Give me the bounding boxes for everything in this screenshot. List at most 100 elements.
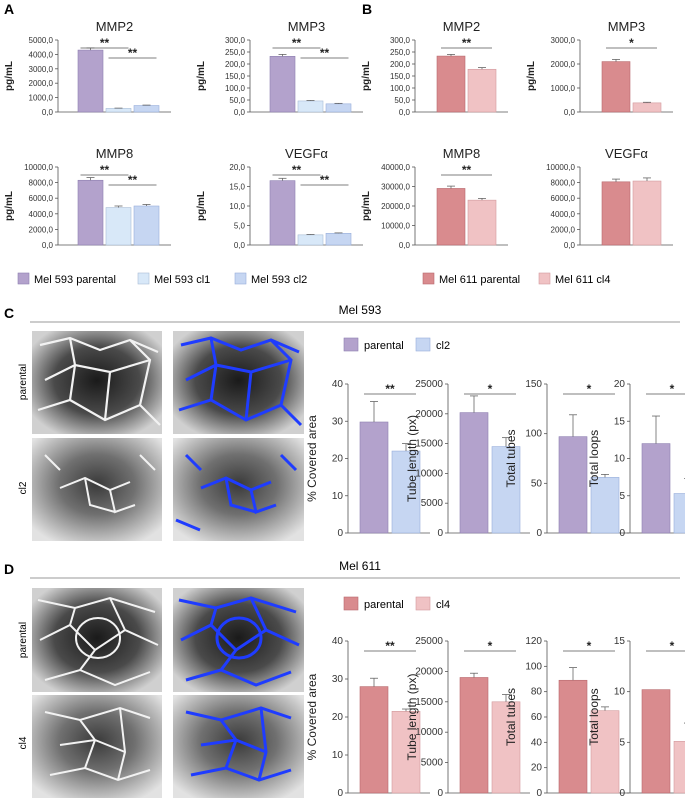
- y-tick-label: 20000: [415, 666, 443, 677]
- y-tick-label: 40: [332, 636, 344, 647]
- y-tick-label: 0: [337, 788, 343, 799]
- chart-title: MMP3: [288, 19, 326, 34]
- y-tick-label: 120: [525, 636, 542, 647]
- y-axis-label: pg/mL: [196, 191, 207, 221]
- y-tick-label: 25000: [415, 379, 443, 390]
- y-tick-label: 8000,0: [29, 179, 54, 188]
- image-row-label-c-cl2: cl2: [18, 481, 29, 494]
- y-tick-label: 0,0: [42, 108, 54, 117]
- y-tick-label: 20000: [415, 409, 443, 420]
- y-tick-label: 10,0: [229, 202, 245, 211]
- image-row-label-d-parental: parental: [18, 622, 29, 658]
- legend-label-d-parental: parental: [364, 599, 404, 611]
- chart-a-mmp8: 0,0 2000,0 4000,0 6000,0 8000,0 10000,0 MMP8 pg…: [4, 146, 171, 250]
- y-tick-label: 200,0: [390, 60, 411, 69]
- bar-mel-611-cl4: [632, 102, 662, 113]
- y-tick-label: 0: [619, 528, 625, 539]
- y-tick-label: 10: [332, 491, 344, 502]
- bar-mel-593-cl2: [133, 205, 160, 246]
- significance-label: *: [670, 382, 675, 396]
- y-tick-label: 40: [531, 737, 543, 748]
- y-tick-label: 25000: [415, 636, 443, 647]
- y-tick-label: 250,0: [390, 48, 411, 57]
- significance-label: **: [320, 173, 330, 187]
- y-tick-label: 2000,0: [29, 225, 54, 234]
- y-tick-label: 150: [525, 379, 542, 390]
- legend-label-c-cl2: cl2: [436, 340, 450, 352]
- y-tick-label: 200,0: [225, 60, 246, 69]
- y-tick-label: 10000,0: [546, 163, 575, 172]
- section-title-mel593: Mel 593: [339, 303, 382, 317]
- y-axis-label: Total tubes: [504, 429, 518, 487]
- y-tick-label: 3000,0: [29, 65, 54, 74]
- chart-c-loops: 0 5 10 15 20 Total loops *: [587, 379, 685, 539]
- bar-mel-611-cl4: [632, 180, 662, 246]
- y-axis-label: pg/mL: [361, 61, 372, 91]
- y-axis-label: Total loops: [587, 688, 601, 745]
- y-tick-label: 0: [536, 788, 542, 799]
- significance-label: **: [385, 382, 395, 396]
- bar-mel-593-cl2: [325, 103, 352, 113]
- micrograph-d-parental: [32, 588, 162, 692]
- micrograph-c-parental-overlay: [173, 331, 304, 434]
- panel-label-c: C: [4, 305, 14, 321]
- chart-title: MMP8: [443, 146, 481, 161]
- y-tick-label: 30000,0: [381, 183, 410, 192]
- significance-label: *: [488, 639, 493, 653]
- y-tick-label: 10000,0: [381, 222, 410, 231]
- bar-cl4: [673, 741, 685, 794]
- y-tick-label: 15000: [415, 439, 443, 450]
- bar-mel-611-cl4: [467, 68, 497, 113]
- significance-label: **: [100, 36, 110, 50]
- image-row-label-d-cl4: cl4: [18, 736, 29, 749]
- bar-parental: [459, 412, 489, 534]
- chart-d-length: 0 5000 10000 15000 20000 25000 Tube length (px…: [405, 636, 530, 799]
- y-tick-label: 2000,0: [551, 60, 576, 69]
- significance-label: **: [292, 163, 302, 177]
- section-title-mel611: Mel 611: [339, 559, 381, 573]
- y-tick-label: 5: [619, 491, 625, 502]
- significance-label: **: [385, 639, 395, 653]
- legend-a: Mel 593 parental Mel 593 cl1 Mel 593 cl2: [17, 272, 307, 286]
- legend-d: parental cl4: [343, 596, 450, 611]
- panel-label-d: D: [4, 561, 14, 577]
- y-tick-label: 2000,0: [29, 79, 54, 88]
- y-axis-label: pg/mL: [361, 191, 372, 221]
- legend-c: parental cl2: [343, 337, 450, 352]
- y-tick-label: 1000,0: [29, 94, 54, 103]
- y-tick-label: 300,0: [390, 36, 411, 45]
- bar-mel-611-parental: [436, 55, 466, 113]
- panel-label-a: A: [4, 1, 14, 17]
- y-tick-label: 15000: [415, 697, 443, 708]
- bar-mel-593-cl1: [297, 234, 324, 246]
- chart-b-mmp2: 0,0 50,0 100,0 150,0 200,0 250,0 300,0 MMP2 pg/m…: [361, 19, 508, 117]
- y-tick-label: 4000,0: [29, 50, 54, 59]
- significance-label: **: [462, 36, 472, 50]
- y-tick-label: 40000,0: [381, 163, 410, 172]
- micrograph-d-cl4: [32, 695, 162, 798]
- significance-label: **: [462, 163, 472, 177]
- bar-mel-593-cl1: [105, 207, 132, 246]
- y-tick-label: 6000,0: [551, 194, 576, 203]
- significance-label: *: [629, 36, 634, 50]
- chart-title: MMP3: [608, 19, 646, 34]
- y-tick-label: 3000,0: [551, 36, 576, 45]
- legend-b: Mel 611 parental Mel 611 cl4: [422, 272, 610, 286]
- y-tick-label: 0,0: [234, 108, 246, 117]
- bar-mel-611-cl4: [467, 199, 497, 246]
- chart-title: MMP2: [96, 19, 134, 34]
- y-tick-label: 50: [531, 478, 543, 489]
- y-tick-label: 80: [531, 687, 543, 698]
- y-axis-label: pg/mL: [4, 61, 15, 91]
- bar-cl4: [590, 710, 620, 794]
- bar-mel-593-parental: [269, 180, 296, 246]
- panel-label-b: B: [362, 1, 372, 17]
- bar-parental: [558, 436, 588, 534]
- chart-c-length: 0 5000 10000 15000 20000 25000 Tube length (px…: [405, 379, 530, 539]
- bar-mel-611-parental: [436, 188, 466, 246]
- y-tick-label: 10000: [415, 468, 443, 479]
- y-tick-label: 20: [531, 763, 543, 774]
- y-tick-label: 20: [614, 379, 626, 390]
- y-tick-label: 0: [437, 788, 443, 799]
